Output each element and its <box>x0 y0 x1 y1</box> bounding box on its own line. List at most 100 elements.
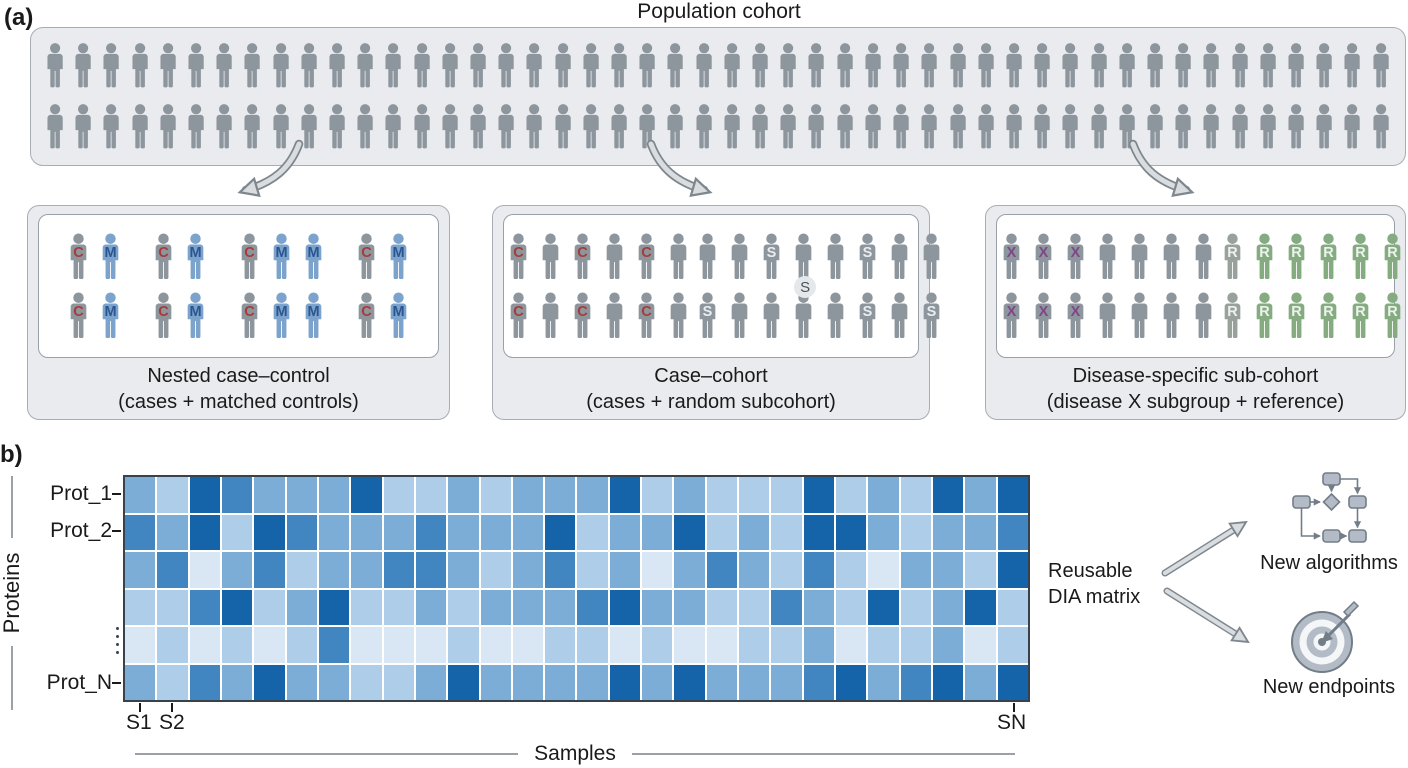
person-icon <box>893 104 909 149</box>
person-icon <box>498 104 514 149</box>
heatmap-cell <box>836 552 867 588</box>
person-icon <box>1373 42 1389 88</box>
row-ellipsis <box>116 627 119 654</box>
heatmap-cell <box>448 552 479 588</box>
heatmap-cell <box>965 514 996 550</box>
svg-text:X: X <box>1071 245 1081 261</box>
person-icon: S <box>859 292 876 338</box>
person-icon: C <box>155 233 172 279</box>
heatmap-cell <box>318 589 350 625</box>
person-icon <box>1232 42 1248 88</box>
svg-text:M: M <box>190 304 202 320</box>
heatmap-cell <box>545 627 576 663</box>
person-icon <box>1006 42 1022 88</box>
arrow-to-new-algorithms <box>1161 522 1244 577</box>
person-icon <box>555 42 571 88</box>
person-icon <box>301 104 317 149</box>
person-icon <box>639 104 655 149</box>
person-icon <box>583 104 599 149</box>
person-icon: R <box>1256 292 1273 338</box>
svg-text:X: X <box>1007 245 1017 261</box>
heatmap-cell <box>674 589 705 625</box>
heatmap-cell <box>351 477 382 513</box>
person-icon <box>1163 233 1180 279</box>
person-icon: R <box>1384 233 1401 279</box>
heatmap-cell <box>900 552 932 588</box>
person-icon <box>414 42 430 88</box>
person-icon <box>696 42 712 88</box>
person-icon: C <box>70 233 86 279</box>
heatmap-cell <box>868 627 899 663</box>
person-icon <box>865 42 881 88</box>
tick-mark <box>112 530 121 532</box>
heatmap-cell <box>965 552 996 588</box>
person-icon <box>385 42 402 88</box>
heatmap-cell <box>609 589 641 625</box>
axis-line <box>11 646 13 710</box>
person-icon <box>837 42 853 88</box>
svg-text:R: R <box>1355 304 1366 320</box>
reusable-line1: Reusable <box>1048 560 1133 582</box>
svg-text:M: M <box>307 304 319 320</box>
heatmap-cell <box>803 664 835 700</box>
person-cluster: X X X X X X <box>997 232 1218 341</box>
person-icon <box>357 104 373 149</box>
person-icon <box>611 104 627 149</box>
caption-line2: (disease X subgroup + reference) <box>1046 391 1345 413</box>
heatmap-cell <box>512 627 544 663</box>
person-icon: X <box>1035 292 1052 338</box>
heatmap-cell <box>577 589 608 625</box>
heatmap-cell <box>221 477 253 513</box>
heatmap-cell <box>997 589 1028 625</box>
heatmap-cell <box>157 514 188 550</box>
person-icon <box>978 104 994 149</box>
svg-text:C: C <box>641 304 652 320</box>
heatmap-cell <box>254 664 285 700</box>
person-icon <box>216 42 232 88</box>
person-icon <box>273 104 289 149</box>
svg-text:C: C <box>158 304 169 320</box>
person-icon: R <box>1384 292 1401 338</box>
heatmap-cell <box>965 589 996 625</box>
population-cohort-panel <box>30 27 1406 166</box>
person-icon <box>923 233 940 279</box>
heatmap-cell <box>480 664 511 700</box>
heatmap-cell <box>351 514 382 550</box>
person-icon: X <box>1067 292 1084 338</box>
person-icon <box>1232 104 1248 149</box>
person-icon: S <box>859 233 876 279</box>
heatmap-cell <box>189 477 220 513</box>
svg-text:M: M <box>104 304 116 320</box>
svg-text:S: S <box>863 245 873 261</box>
svg-text:M: M <box>393 304 405 320</box>
heatmap-cell <box>189 627 220 663</box>
heatmap-cell <box>642 477 673 513</box>
heatmap-cell <box>577 514 608 550</box>
svg-text:R: R <box>1259 304 1270 320</box>
person-icon: M <box>305 292 322 338</box>
person-icon <box>893 42 909 88</box>
person-icon <box>606 292 623 338</box>
heatmap-cell <box>480 552 511 588</box>
heatmap-cell <box>642 514 673 550</box>
person-icon <box>385 104 402 149</box>
person-icon: R <box>1224 233 1241 279</box>
svg-text:C: C <box>244 245 255 261</box>
heatmap-cell <box>286 514 317 550</box>
heatmap-cell <box>383 589 414 625</box>
heatmap-cell <box>674 514 705 550</box>
caption-line1: Disease-specific sub-cohort <box>1072 365 1319 387</box>
axis-line <box>135 753 519 755</box>
person-icon: C <box>510 292 527 338</box>
person-icon: R <box>1352 292 1369 338</box>
heatmap-cell <box>739 589 770 625</box>
svg-text:C: C <box>362 245 373 261</box>
heatmap-cell <box>642 627 673 663</box>
